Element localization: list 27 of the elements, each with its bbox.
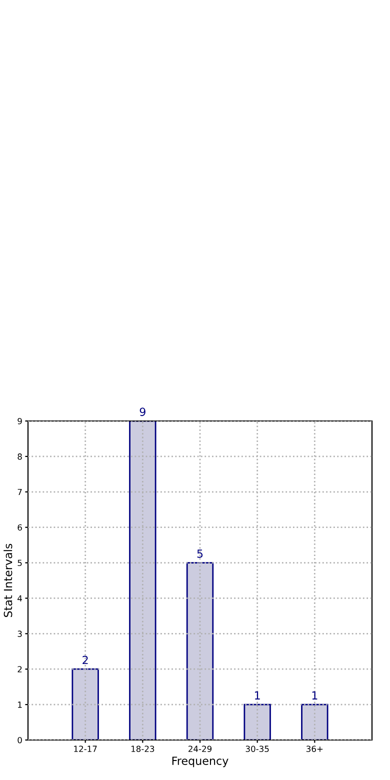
y-tick-label: 1 — [18, 702, 22, 708]
bar — [301, 704, 328, 740]
y-tick-label: 3 — [18, 630, 22, 637]
x-tick-label: 30-35 — [246, 746, 269, 752]
data-label: 1 — [255, 691, 260, 700]
y-tick-label: 0 — [18, 736, 22, 744]
data-label: 2 — [82, 656, 88, 664]
x-tick-label: 24-29 — [188, 746, 212, 752]
data-label: 9 — [140, 408, 146, 416]
x-tick-label: 18-23 — [131, 746, 154, 752]
bar — [72, 668, 99, 740]
y-tick-label: 8 — [18, 453, 22, 460]
y-tick-label: 6 — [18, 524, 22, 531]
bar — [244, 704, 271, 740]
x-tick-label: 12-17 — [74, 746, 97, 752]
data-label: 5 — [197, 550, 203, 558]
y-axis-title: Stat Intervals — [4, 544, 12, 617]
x-axis-title: Frequency — [172, 756, 228, 768]
bar — [129, 421, 156, 740]
y-tick-label: 2 — [18, 666, 22, 672]
y-tick-label: 4 — [18, 595, 22, 602]
y-tick-label: 7 — [18, 488, 22, 496]
y-tick-label: 5 — [18, 560, 22, 566]
data-label: 1 — [312, 691, 318, 700]
y-tick-label: 9 — [18, 418, 22, 424]
x-tick-label: 36+ — [306, 746, 323, 752]
bar — [186, 562, 214, 740]
